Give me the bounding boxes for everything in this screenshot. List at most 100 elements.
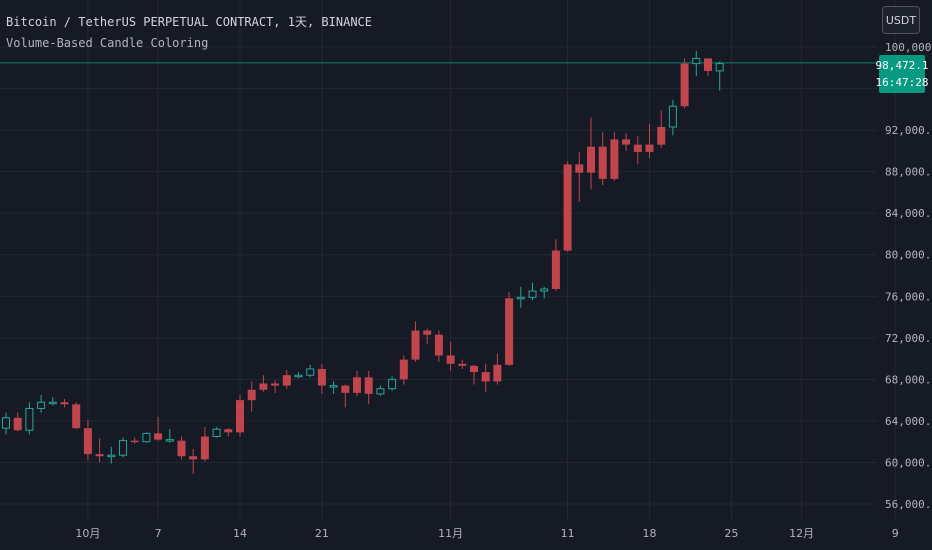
time-tick-label: 11 <box>561 527 575 540</box>
candle <box>294 372 303 379</box>
candle <box>83 419 92 461</box>
candle-body <box>107 454 116 458</box>
price-tick-label: 76,000.0 <box>885 290 932 303</box>
candle-body <box>423 330 432 335</box>
candle-body <box>668 105 677 128</box>
candle-body <box>575 164 584 173</box>
candle-body <box>481 372 490 382</box>
candle-body <box>516 296 525 300</box>
candle <box>130 437 139 444</box>
candle <box>668 99 677 136</box>
candle <box>563 161 572 252</box>
candle <box>165 429 174 443</box>
candle <box>575 151 584 202</box>
candle <box>189 448 198 474</box>
candle <box>177 436 186 460</box>
last-price-value: 98,472.1 <box>875 59 929 72</box>
candle-body <box>622 139 631 145</box>
time-tick-label: 12月 <box>789 527 814 540</box>
candle <box>282 370 291 389</box>
candle-body <box>165 439 174 442</box>
candle <box>505 292 514 366</box>
candle <box>48 397 57 406</box>
candle-body <box>692 57 701 65</box>
candle <box>236 394 244 437</box>
candle <box>587 117 595 190</box>
candle <box>25 402 34 435</box>
candle-body <box>657 126 666 145</box>
candle <box>200 427 209 462</box>
candle-body <box>25 407 34 431</box>
candle-body <box>142 432 151 443</box>
candle <box>551 239 560 292</box>
candle-body <box>294 374 303 378</box>
candle-body <box>551 250 560 290</box>
candle <box>353 371 361 396</box>
candle <box>680 58 689 109</box>
currency-button[interactable]: USDT <box>882 6 920 34</box>
candle-body <box>130 440 139 443</box>
candle-body <box>376 388 385 395</box>
candle <box>224 428 233 437</box>
candle <box>540 286 549 299</box>
time-axis[interactable]: 10月 7 14 21 11月 11 18 25 12月 9 <box>75 527 898 540</box>
candle-body <box>236 400 244 433</box>
candle <box>657 110 666 148</box>
candle-body <box>154 433 163 440</box>
candle-body <box>212 428 221 437</box>
candle <box>704 58 712 77</box>
candle <box>154 416 163 441</box>
candle-body <box>598 146 607 179</box>
candle <box>95 438 104 463</box>
candle <box>247 381 256 412</box>
candle-body <box>119 440 127 456</box>
candle <box>13 412 22 432</box>
candle <box>364 371 373 405</box>
bar-countdown: 16:47:28 <box>875 76 929 89</box>
candle-body <box>587 146 595 173</box>
candle <box>423 328 432 345</box>
candle <box>481 363 490 392</box>
candle <box>306 364 315 378</box>
candle <box>692 51 701 77</box>
candle-body <box>610 139 619 179</box>
candle-body <box>704 58 712 71</box>
candle-body <box>317 368 326 386</box>
candle-body <box>411 330 420 360</box>
symbol-title[interactable]: Bitcoin / TetherUS PERPETUAL CONTRACT, 1… <box>6 15 373 29</box>
candle <box>470 364 478 385</box>
candle-body <box>259 383 268 390</box>
candle-body <box>60 402 69 405</box>
candle-body <box>493 364 502 382</box>
candle-body <box>306 368 315 376</box>
candle <box>376 385 385 396</box>
indicator-label[interactable]: Volume-Based Candle Coloring <box>6 36 209 50</box>
candle-body <box>505 298 514 365</box>
candles <box>2 51 724 474</box>
candle-body <box>633 144 642 152</box>
candle-body <box>189 456 198 460</box>
candle-body <box>470 365 478 373</box>
candle-body <box>329 385 338 388</box>
price-tick-label: 84,000.0 <box>885 207 932 220</box>
candle <box>341 384 350 408</box>
candle <box>528 282 537 301</box>
price-tick-label: 56,000.0 <box>885 498 932 511</box>
time-tick-label: 18 <box>643 527 657 540</box>
candle-body <box>247 389 256 401</box>
time-tick-label: 7 <box>155 527 162 540</box>
candle-body <box>282 375 291 386</box>
candle-body <box>2 417 10 429</box>
time-tick-label: 11月 <box>438 527 463 540</box>
candle-body <box>224 429 233 433</box>
candle <box>37 394 46 413</box>
candle <box>715 61 724 91</box>
candle <box>446 341 455 372</box>
time-tick-label: 9 <box>892 527 899 540</box>
candle <box>317 363 326 394</box>
candle <box>598 132 607 186</box>
candle <box>516 286 525 308</box>
candle-body <box>177 440 186 457</box>
price-axis[interactable]: 100,000.0 92,000.0 88,000.0 84,000.0 80,000.… <box>885 41 932 511</box>
